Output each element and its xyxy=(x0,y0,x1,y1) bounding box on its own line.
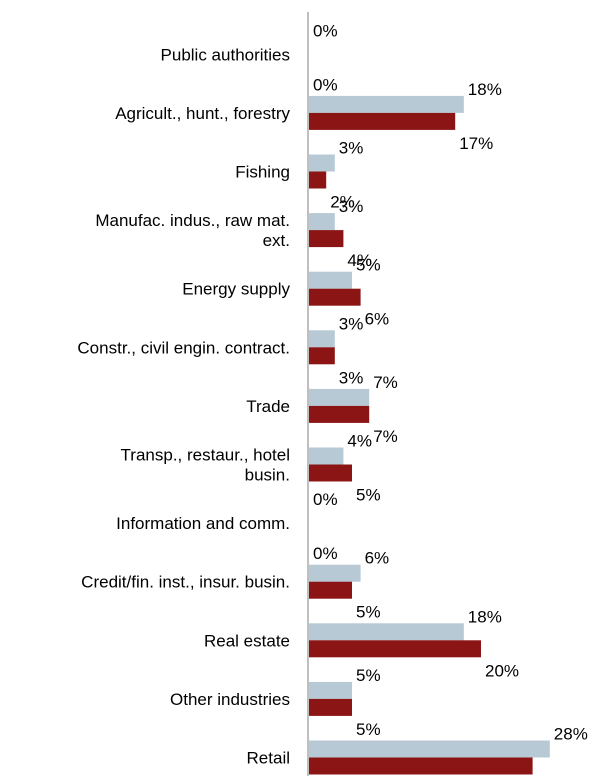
bar-series-1 xyxy=(309,564,361,582)
bar-series-2 xyxy=(309,464,352,482)
category-label: Credit/fin. inst., insur. busin. xyxy=(81,573,290,592)
value-label: 0% xyxy=(313,75,338,94)
bar-series-1 xyxy=(309,330,335,348)
category-label: Retail xyxy=(247,749,290,768)
value-label: 3% xyxy=(339,314,364,333)
bars-group xyxy=(309,95,550,775)
value-label: 0% xyxy=(313,544,338,563)
bar-series-1 xyxy=(309,447,344,465)
value-label: 17% xyxy=(459,134,493,153)
bar-series-2 xyxy=(309,581,352,599)
bar-series-1 xyxy=(309,154,335,172)
bar-series-1 xyxy=(309,271,352,289)
bar-series-1 xyxy=(309,623,464,641)
labels-group: Public authorities 0% 0% Agricult., hunt., … xyxy=(77,21,588,768)
bar-series-2 xyxy=(309,230,344,248)
bar-series-2 xyxy=(309,288,361,306)
value-label: 18% xyxy=(468,80,502,99)
category-label: Manufac. indus., raw mat. xyxy=(95,211,290,230)
bar-series-2 xyxy=(309,698,352,716)
value-label: 6% xyxy=(365,549,390,568)
value-label: 3% xyxy=(339,197,364,216)
value-label: 20% xyxy=(485,661,519,680)
bar-series-1 xyxy=(309,740,550,758)
bar-series-1 xyxy=(309,95,464,113)
value-label: 28% xyxy=(554,725,588,744)
category-label: Public authorities xyxy=(161,45,290,64)
value-label: 7% xyxy=(373,427,398,446)
bar-series-1 xyxy=(309,388,370,406)
bar-series-2 xyxy=(309,112,456,130)
value-label: 3% xyxy=(339,368,364,387)
category-label: Transp., restaur., hotel xyxy=(121,446,290,465)
category-label: Other industries xyxy=(170,690,290,709)
value-label: 5% xyxy=(356,603,381,622)
value-label: 0% xyxy=(313,490,338,509)
bar-series-2 xyxy=(309,640,481,658)
value-label: 5% xyxy=(356,486,381,505)
value-label: 3% xyxy=(339,139,364,158)
category-label: Agricult., hunt., forestry xyxy=(115,104,290,123)
value-label: 6% xyxy=(365,310,390,329)
value-label: 5% xyxy=(356,720,381,739)
category-label: Fishing xyxy=(235,163,290,182)
category-label: Real estate xyxy=(204,631,290,650)
bar-series-1 xyxy=(309,681,352,699)
category-label: Information and comm. xyxy=(116,514,290,533)
category-label: busin. xyxy=(245,466,290,485)
category-label: Energy supply xyxy=(182,280,290,299)
value-label: 18% xyxy=(468,607,502,626)
value-label: 5% xyxy=(356,666,381,685)
category-label: ext. xyxy=(263,231,290,250)
category-label: Constr., civil engin. contract. xyxy=(77,338,290,357)
bar-series-2 xyxy=(309,405,370,423)
value-label: 2% xyxy=(330,193,355,212)
value-label: 4% xyxy=(347,251,372,270)
value-label: 0% xyxy=(313,21,338,40)
value-label: 4% xyxy=(347,432,372,451)
bar-series-2 xyxy=(309,347,335,365)
bar-series-2 xyxy=(309,757,533,775)
bar-series-2 xyxy=(309,171,327,189)
category-label: Trade xyxy=(246,397,290,416)
value-label: 5% xyxy=(356,256,381,275)
bar-series-1 xyxy=(309,213,335,231)
value-label: 7% xyxy=(373,373,398,392)
